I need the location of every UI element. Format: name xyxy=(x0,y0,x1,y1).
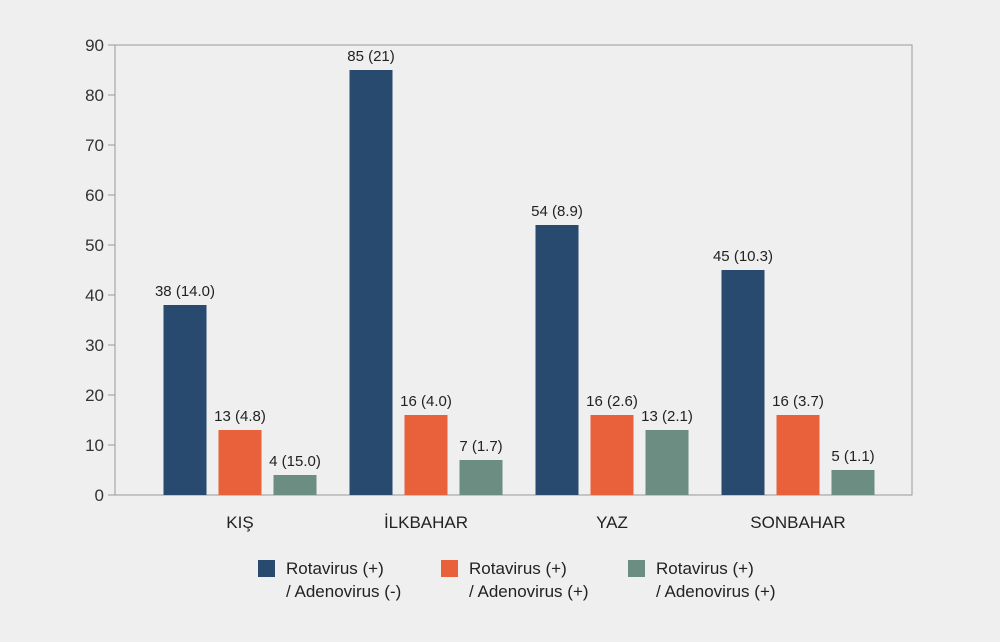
legend-swatch xyxy=(628,560,645,577)
y-tick-label: 40 xyxy=(85,286,104,305)
category-label: YAZ xyxy=(596,513,628,532)
data-label: 38 (14.0) xyxy=(155,283,215,300)
x-axis-labels: KIŞ İLKBAHAR YAZ SONBAHAR xyxy=(226,513,845,532)
legend-swatch xyxy=(258,560,275,577)
data-label: 85 (21) xyxy=(347,48,395,65)
legend-label: Rotavirus (+) xyxy=(286,559,384,578)
bar-series2-2 xyxy=(590,415,634,495)
data-label: 16 (2.6) xyxy=(586,393,638,410)
legend-label: Rotavirus (+) xyxy=(656,559,754,578)
category-label: KIŞ xyxy=(226,513,253,532)
y-tick-label: 50 xyxy=(85,236,104,255)
plot-frame xyxy=(114,44,913,496)
bar-series1-1 xyxy=(349,70,393,495)
y-tick-label: 10 xyxy=(85,436,104,455)
bars-group xyxy=(163,70,875,495)
legend: Rotavirus (+) / Adenovirus (-) Rotavirus (… xyxy=(258,559,776,601)
bar-series3-1 xyxy=(459,460,503,495)
category-label: İLKBAHAR xyxy=(384,513,468,532)
bar-series3-0 xyxy=(273,475,317,495)
legend-label: / Adenovirus (+) xyxy=(656,582,776,601)
data-labels-group: 38 (14.0) 13 (4.8) 4 (15.0) 85 (21) 16 (4.0)… xyxy=(155,48,875,470)
legend-label: / Adenovirus (+) xyxy=(469,582,589,601)
y-tick-label: 70 xyxy=(85,136,104,155)
legend-swatch xyxy=(441,560,458,577)
bar-series2-1 xyxy=(404,415,448,495)
data-label: 16 (4.0) xyxy=(400,393,452,410)
y-axis: 0 10 20 30 40 50 60 70 80 90 xyxy=(85,36,115,505)
y-tick-label: 20 xyxy=(85,386,104,405)
data-label: 13 (4.8) xyxy=(214,408,266,425)
y-tick-label: 80 xyxy=(85,86,104,105)
data-label: 4 (15.0) xyxy=(269,453,321,470)
category-label: SONBAHAR xyxy=(750,513,845,532)
bar-series3-2 xyxy=(645,430,689,495)
legend-label: Rotavirus (+) xyxy=(469,559,567,578)
bar-series1-0 xyxy=(163,305,207,495)
bar-series3-3 xyxy=(831,470,875,495)
bar-series1-3 xyxy=(721,270,765,495)
data-label: 5 (1.1) xyxy=(831,448,874,465)
bar-series2-0 xyxy=(218,430,262,495)
y-tick-label: 90 xyxy=(85,36,104,55)
legend-label: / Adenovirus (-) xyxy=(286,582,401,601)
y-tick-label: 30 xyxy=(85,336,104,355)
data-label: 7 (1.7) xyxy=(459,438,502,455)
data-label: 45 (10.3) xyxy=(713,248,773,265)
bar-series2-3 xyxy=(776,415,820,495)
data-label: 54 (8.9) xyxy=(531,203,583,220)
y-tick-label: 0 xyxy=(95,486,104,505)
data-label: 13 (2.1) xyxy=(641,408,693,425)
bar-series1-2 xyxy=(535,225,579,495)
data-label: 16 (3.7) xyxy=(772,393,824,410)
y-tick-label: 60 xyxy=(85,186,104,205)
